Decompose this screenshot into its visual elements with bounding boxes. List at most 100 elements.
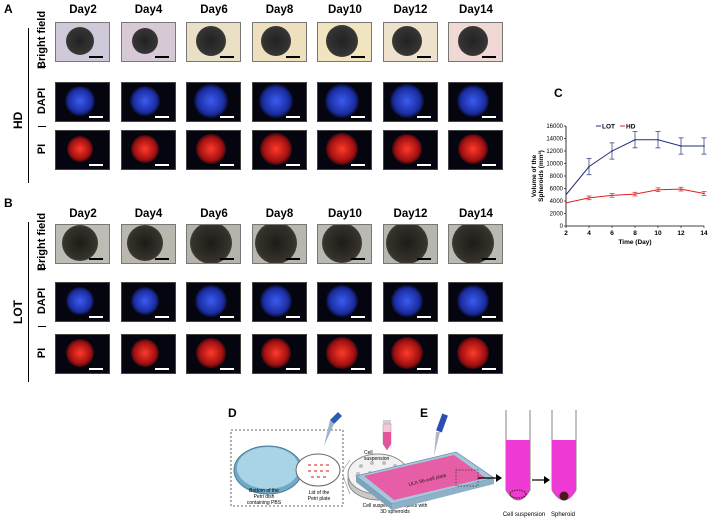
data-point bbox=[680, 188, 682, 190]
spheroid bbox=[65, 27, 94, 55]
panel-b-row-label: Bright field bbox=[36, 212, 48, 271]
spheroid bbox=[189, 225, 232, 263]
spheroid bbox=[325, 133, 358, 165]
row-separator bbox=[38, 126, 46, 127]
scale-bar bbox=[220, 316, 234, 318]
pi-image bbox=[382, 334, 438, 374]
scale-bar bbox=[89, 368, 103, 370]
dapi-image bbox=[251, 82, 307, 122]
panel-a-day-header: Day14 bbox=[459, 4, 493, 16]
scale-bar bbox=[416, 368, 431, 370]
pi-image bbox=[382, 130, 438, 170]
scale-bar bbox=[285, 258, 300, 260]
panel-a-day-header: Day6 bbox=[200, 4, 228, 16]
scale-bar bbox=[154, 368, 169, 370]
spheroid bbox=[65, 339, 94, 367]
spheroid bbox=[391, 285, 423, 317]
spheroid bbox=[66, 136, 93, 162]
panel-a-day-header: Day2 bbox=[69, 4, 97, 16]
spheroid bbox=[456, 337, 489, 369]
spheroid bbox=[131, 135, 159, 163]
dapi-image bbox=[186, 282, 241, 322]
row-separator bbox=[38, 326, 46, 327]
scale-bar bbox=[285, 164, 300, 166]
tube-caption: Cell suspension bbox=[364, 450, 390, 462]
pbs-liquid bbox=[237, 447, 299, 489]
y-axis-label-line1: Volume of the bbox=[531, 154, 538, 197]
spheroid bbox=[194, 285, 227, 317]
scale-bar bbox=[89, 116, 103, 118]
scale-bar bbox=[220, 258, 234, 260]
y-tick-label: 2000 bbox=[550, 212, 564, 218]
scale-bar bbox=[482, 116, 496, 118]
dapi-image bbox=[448, 82, 503, 122]
spheroid bbox=[259, 84, 293, 118]
scale-bar bbox=[416, 316, 431, 318]
y-tick-label: 6000 bbox=[550, 187, 564, 193]
panel-b-day-header: Day2 bbox=[69, 208, 97, 220]
well-cell-suspension bbox=[505, 410, 531, 501]
petri-bottom-caption: Bottom of the Petri dish containing PBS bbox=[246, 488, 282, 506]
spheroid bbox=[130, 86, 160, 116]
scale-bar bbox=[220, 164, 234, 166]
spheroid bbox=[260, 133, 292, 165]
x-tick-label: 10 bbox=[654, 230, 662, 237]
panel-b-day-header: Day4 bbox=[134, 208, 163, 220]
data-point bbox=[703, 192, 705, 195]
spheroid bbox=[321, 225, 362, 263]
spheroid bbox=[325, 337, 358, 369]
spheroid bbox=[127, 225, 163, 261]
panel-a-bracket bbox=[28, 28, 29, 183]
scale-bar bbox=[285, 116, 300, 118]
scale-bar bbox=[416, 164, 431, 166]
dapi-image bbox=[251, 282, 307, 322]
pi-image bbox=[186, 334, 241, 374]
y-tick-label: 8000 bbox=[550, 174, 564, 180]
panel-b-label: B bbox=[4, 196, 13, 210]
dashed-outline bbox=[230, 429, 344, 507]
petri-lid bbox=[295, 453, 341, 487]
scale-bar bbox=[482, 258, 496, 260]
bright-field-image bbox=[55, 22, 110, 62]
scale-bar bbox=[285, 56, 300, 58]
petri-lid-caption: Lid of the Petri plate bbox=[307, 490, 331, 502]
pipette-icon bbox=[324, 412, 342, 446]
legend-label: LOT bbox=[602, 123, 615, 130]
panel-a-row-label: PI bbox=[36, 143, 48, 155]
panel-b-day-header: Day8 bbox=[265, 208, 294, 220]
scale-bar bbox=[482, 316, 496, 318]
dapi-image bbox=[382, 82, 438, 122]
x-axis-label: Time (Day) bbox=[618, 239, 651, 246]
pi-image bbox=[317, 130, 372, 170]
panel-c-label: C bbox=[554, 86, 563, 100]
scale-bar bbox=[351, 316, 365, 318]
spheroid bbox=[131, 339, 159, 367]
y-axis-label-line2: Spheroids (mm³) bbox=[538, 150, 545, 202]
panel-b-day-header: Day6 bbox=[200, 208, 228, 220]
volume-chart: 0 2000 4000 6000 8000 10000 12000 14000 16000 2 4 6… bbox=[531, 123, 708, 246]
dapi-image bbox=[317, 282, 372, 322]
spheroid bbox=[392, 134, 422, 164]
data-point bbox=[657, 188, 659, 191]
data-point bbox=[703, 145, 705, 147]
spheroid bbox=[65, 287, 94, 315]
pipette-e-icon bbox=[434, 413, 448, 456]
bright-field-image bbox=[382, 224, 438, 264]
row-separator bbox=[38, 268, 46, 269]
scale-bar bbox=[351, 368, 365, 370]
bright-field-image bbox=[317, 22, 372, 62]
tube-icon bbox=[382, 420, 392, 451]
row-separator bbox=[38, 66, 46, 67]
spheroid bbox=[386, 225, 428, 263]
scale-bar bbox=[351, 258, 365, 260]
scale-bar bbox=[220, 116, 234, 118]
bright-field-image bbox=[55, 224, 110, 264]
scale-bar bbox=[220, 368, 234, 370]
pi-image bbox=[55, 334, 110, 374]
spheroid bbox=[456, 85, 489, 117]
bright-field-image bbox=[120, 22, 176, 62]
zoom-line-top bbox=[342, 459, 351, 471]
spheroid bbox=[457, 26, 488, 56]
dapi-image bbox=[382, 282, 438, 322]
spheroid bbox=[195, 134, 226, 164]
